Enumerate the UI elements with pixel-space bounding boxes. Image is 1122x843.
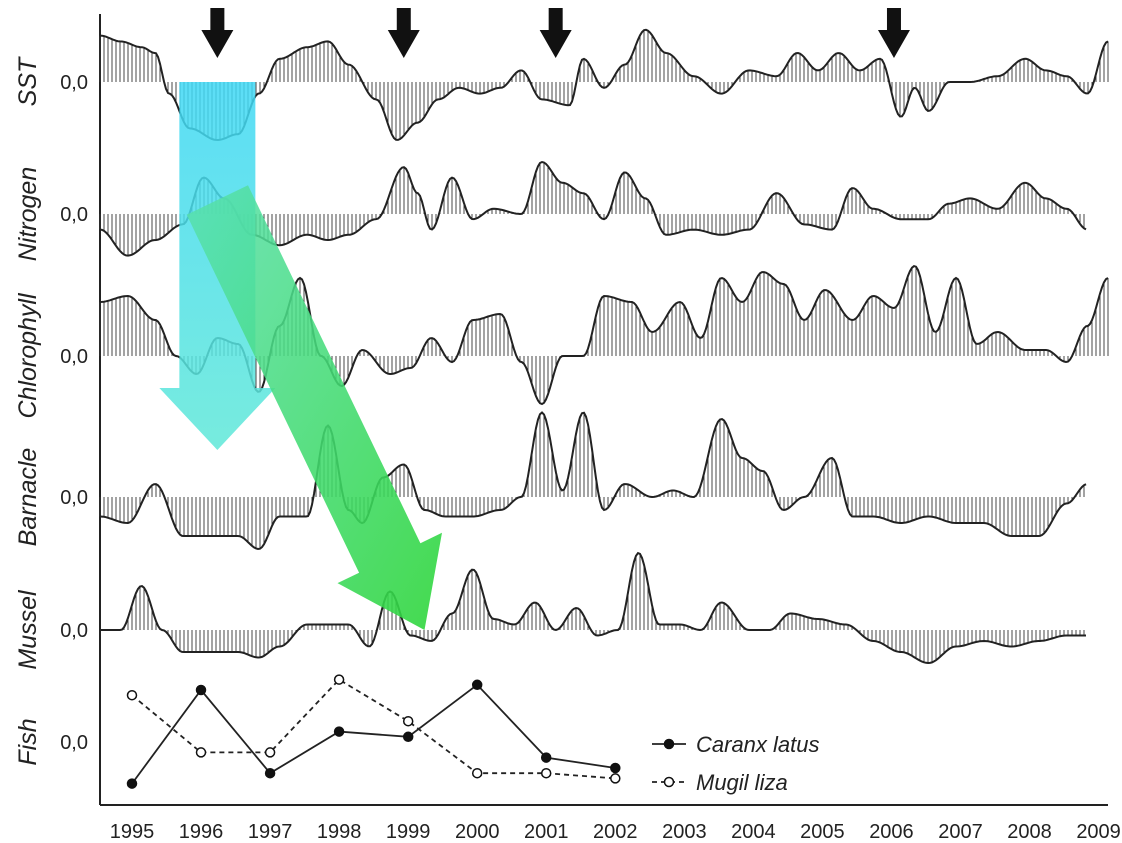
fish-point <box>126 689 138 701</box>
x-tick-label: 2006 <box>869 821 914 843</box>
fish-point <box>540 752 552 763</box>
fish-point <box>471 767 483 779</box>
fish-point <box>264 747 276 758</box>
row-label: Nitrogen <box>14 167 42 262</box>
fish-series-caranx-latus <box>126 679 621 789</box>
fish-point <box>195 684 207 696</box>
fish-series-mugil-liza <box>126 674 621 784</box>
zero-label: 0,0 <box>60 620 88 642</box>
row-label: Barnacle <box>14 448 42 547</box>
fish-point <box>471 679 483 691</box>
row-label: Chlorophyll <box>14 292 42 419</box>
fish-point <box>195 747 207 758</box>
legend-label: Mugil liza <box>696 770 788 795</box>
zero-label: 0,0 <box>60 346 88 368</box>
x-tick-label: 2004 <box>731 821 776 843</box>
fish-point <box>126 778 138 789</box>
zero-label: 0,0 <box>60 487 88 509</box>
x-tick-label: 2008 <box>1007 821 1052 843</box>
event-arrow-icon <box>877 8 910 58</box>
fish-point <box>402 715 414 727</box>
axes <box>99 14 1108 806</box>
x-tick-label: 2007 <box>938 821 983 843</box>
fish-point <box>540 767 552 779</box>
x-tick-label: 2005 <box>800 821 845 843</box>
series-mussel <box>100 551 1086 665</box>
x-tick-label: 2003 <box>662 821 707 843</box>
event-arrow-icon <box>539 8 572 58</box>
x-tick-label: 1997 <box>248 821 293 843</box>
legend-label: Caranx latus <box>696 732 820 757</box>
overlay-arrows <box>159 8 910 630</box>
series-line <box>99 28 1109 142</box>
zero-label: 0,0 <box>60 72 88 94</box>
legend-swatch-marker <box>663 776 675 788</box>
row-label: SST <box>14 56 42 106</box>
x-tick-label: 2001 <box>524 821 569 843</box>
series-line <box>99 411 1087 551</box>
fish-point <box>333 674 345 685</box>
zero-label: 0,0 <box>60 732 88 754</box>
event-arrow-icon <box>387 8 420 58</box>
fish-line <box>131 678 616 780</box>
x-tick-label: 2009 <box>1076 821 1121 843</box>
row-label: Mussel <box>14 589 42 670</box>
x-tick-label: 1998 <box>317 821 362 843</box>
event-arrow-icon <box>201 8 234 58</box>
fish-line <box>131 683 616 785</box>
legend-swatch-marker <box>663 738 675 750</box>
fish-point <box>402 731 414 743</box>
zero-label: 0,0 <box>60 204 88 226</box>
legend: Caranx latus Mugil liza <box>652 732 820 795</box>
series-line <box>100 551 1086 665</box>
labels-layer: 1995 1996 1997 1998 1999 2000 2001 2002 2003 2004… <box>14 56 1121 843</box>
x-tick-label: 2000 <box>455 821 500 843</box>
green-arrow-icon <box>186 185 442 630</box>
fish-point <box>610 773 621 784</box>
fish-point <box>610 762 621 774</box>
fish-panel <box>126 674 621 789</box>
row-label-fish: Fish <box>14 718 42 765</box>
series-barnacle <box>99 411 1087 551</box>
x-tick-label: 1999 <box>386 821 431 843</box>
x-tick-label: 1996 <box>179 821 224 843</box>
fish-point <box>333 726 345 737</box>
x-tick-label: 1995 <box>110 821 155 843</box>
x-tick-label: 2002 <box>593 821 638 843</box>
fish-point <box>264 767 276 779</box>
